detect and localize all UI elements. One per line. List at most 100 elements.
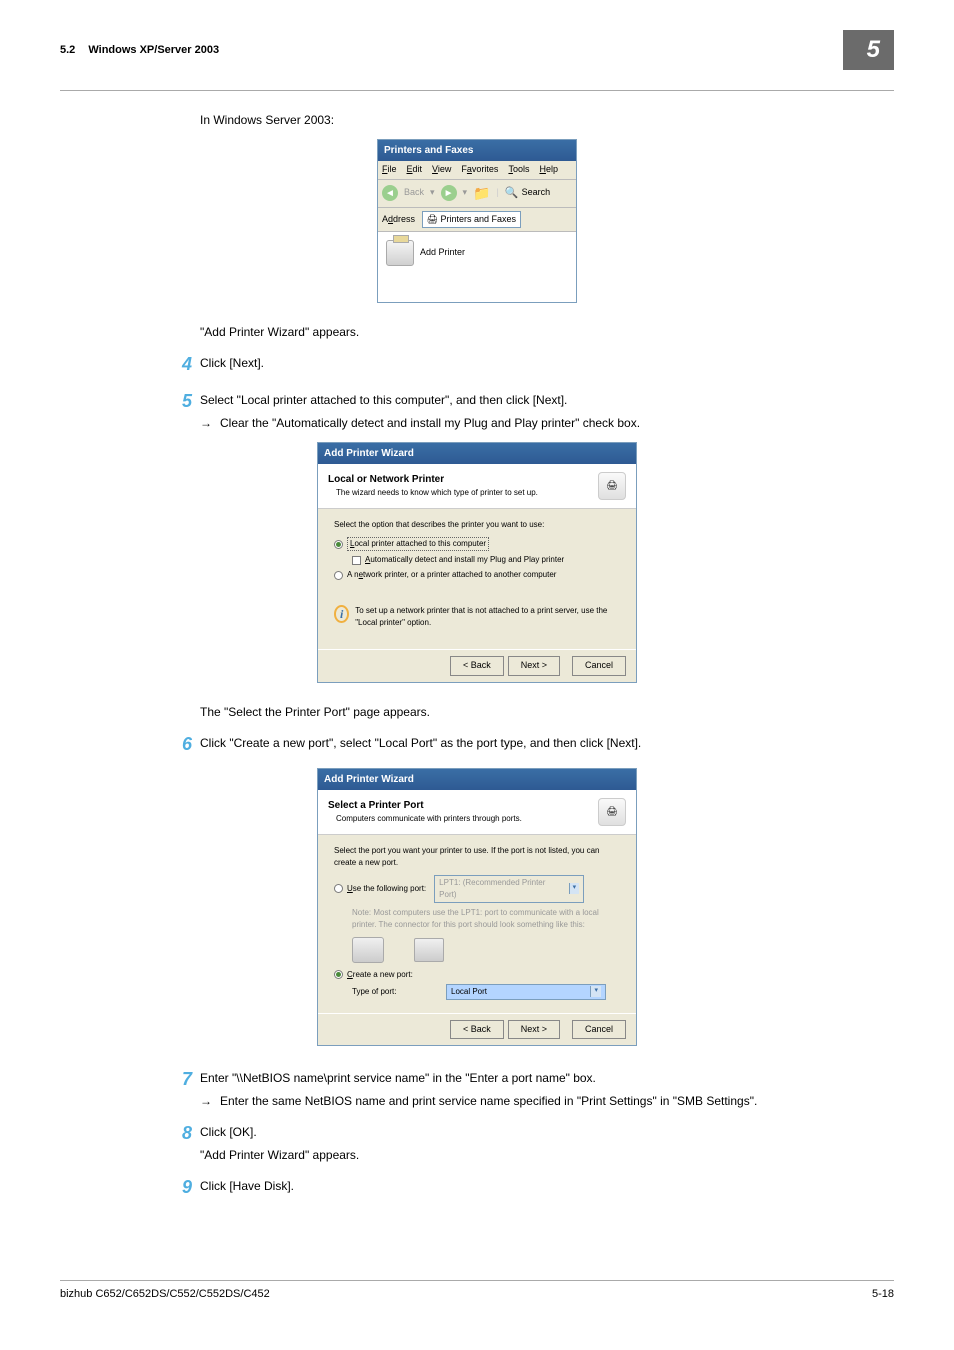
address-label: Address xyxy=(382,214,415,224)
page-header: 5.2 Windows XP/Server 2003 5 xyxy=(60,30,894,70)
wizard-head-title: Local or Network Printer xyxy=(328,472,538,487)
add-printer-item[interactable]: Add Printer xyxy=(386,240,568,266)
footer-model: bizhub C652/C652DS/C552/C552DS/C452 xyxy=(60,1286,270,1303)
menu-tools[interactable]: Tools xyxy=(508,163,529,177)
printer-wizard-icon: 🖨 xyxy=(598,472,626,500)
radio-icon xyxy=(334,884,343,893)
wizard-header: Local or Network Printer The wizard need… xyxy=(318,464,636,509)
next-button[interactable]: Next > xyxy=(508,656,560,676)
footer-page: 5-18 xyxy=(872,1286,894,1303)
search-button[interactable]: 🔍 Search xyxy=(505,185,550,202)
next-button[interactable]: Next > xyxy=(508,1020,560,1040)
port-select-disabled: LPT1: (Recommended Printer Port)▾ xyxy=(434,875,584,903)
menu-edit[interactable]: Edit xyxy=(407,163,423,177)
wizard-footer: < Back Next > Cancel xyxy=(318,649,636,682)
wizard-head-sub: The wizard needs to know which type of p… xyxy=(336,487,538,499)
search-icon: 🔍 xyxy=(505,185,519,202)
section-header: 5.2 Windows XP/Server 2003 xyxy=(60,42,219,59)
figure-wizard-select-port: Add Printer Wizard Select a Printer Port… xyxy=(60,768,894,1047)
radio-create-new-port[interactable]: Create a new port: xyxy=(334,969,620,981)
step-number: 6 xyxy=(170,731,200,758)
wizard-dialog: Add Printer Wizard Local or Network Prin… xyxy=(317,442,637,683)
checkbox-auto-detect[interactable]: Automatically detect and install my Plug… xyxy=(352,554,620,566)
figure-printers-faxes: Printers and Faxes File Edit View Favori… xyxy=(60,139,894,303)
wizard-prompt: Select the port you want your printer to… xyxy=(334,845,620,869)
wizard-dialog: Add Printer Wizard Select a Printer Port… xyxy=(317,768,637,1047)
step-number: 7 xyxy=(170,1066,200,1110)
menu-favorites[interactable]: Favorites xyxy=(461,163,498,177)
checkbox-label: Automatically detect and install my Plug… xyxy=(365,554,564,566)
figure-wizard-local-network: Add Printer Wizard Local or Network Prin… xyxy=(60,442,894,683)
wizard-head-title: Select a Printer Port xyxy=(328,798,522,813)
sub-text: Enter the same NetBIOS name and print se… xyxy=(220,1092,757,1110)
info-text: To set up a network printer that is not … xyxy=(355,605,620,629)
wizard-header: Select a Printer Port Computers communic… xyxy=(318,790,636,835)
separator: ▾ xyxy=(463,186,468,200)
caption-select-port: The "Select the Printer Port" page appea… xyxy=(200,703,894,721)
step-body: Click [Have Disk]. xyxy=(200,1174,894,1201)
address-field[interactable]: 🖨 Printers and Faxes xyxy=(422,211,521,229)
window-title: Printers and Faxes xyxy=(378,140,576,161)
step-body: Enter "\\NetBIOS name\print service name… xyxy=(200,1066,894,1110)
back-button[interactable]: < Back xyxy=(450,1020,504,1040)
step-7: 7 Enter "\\NetBIOS name\print service na… xyxy=(60,1066,894,1110)
printer-icon xyxy=(386,240,414,266)
radio-label: Create a new port: xyxy=(347,969,413,981)
printer-wizard-icon: 🖨 xyxy=(598,798,626,826)
up-folder-icon[interactable]: 📁 xyxy=(473,183,490,204)
sub-bullet: → Enter the same NetBIOS name and print … xyxy=(200,1092,894,1110)
wizard-info: i To set up a network printer that is no… xyxy=(334,605,620,629)
step-number: 9 xyxy=(170,1174,200,1201)
menu-file[interactable]: File xyxy=(382,163,397,177)
menu-help[interactable]: Help xyxy=(539,163,558,177)
arrow-icon: → xyxy=(200,414,212,432)
step-body: Click [OK]. "Add Printer Wizard" appears… xyxy=(200,1120,894,1164)
wizard-titlebar: Add Printer Wizard xyxy=(318,769,636,790)
radio-local-printer[interactable]: Local printer attached to this computer xyxy=(334,537,620,551)
sub-text: Clear the "Automatically detect and inst… xyxy=(220,414,640,432)
radio-network-printer[interactable]: A network printer, or a printer attached… xyxy=(334,569,620,581)
sub-bullet: → Clear the "Automatically detect and in… xyxy=(200,414,894,432)
section-number: 5.2 xyxy=(60,44,75,56)
wizard-body: Select the port you want your printer to… xyxy=(318,835,636,1013)
separator: | xyxy=(497,186,499,200)
back-button[interactable]: < Back xyxy=(450,656,504,676)
step-9: 9 Click [Have Disk]. xyxy=(60,1174,894,1201)
radio-icon xyxy=(334,540,343,549)
caption-wizard-appears: "Add Printer Wizard" appears. xyxy=(200,323,894,341)
address-bar: Address 🖨 Printers and Faxes xyxy=(378,208,576,233)
wizard-head-sub: Computers communicate with printers thro… xyxy=(336,813,522,825)
back-label: Back xyxy=(404,186,424,200)
add-printer-label: Add Printer xyxy=(420,246,465,260)
wizard-titlebar: Add Printer Wizard xyxy=(318,443,636,464)
divider xyxy=(60,90,894,91)
step-text: Click [OK]. xyxy=(200,1123,894,1141)
checkbox-icon xyxy=(352,556,361,565)
arrow-icon: → xyxy=(200,1092,212,1110)
connector-diagram xyxy=(352,937,620,963)
menu-view[interactable]: View xyxy=(432,163,451,177)
menu-bar: File Edit View Favorites Tools Help xyxy=(378,161,576,180)
toolbar: ◄ Back ▾ ► ▾ 📁 | 🔍 Search xyxy=(378,180,576,208)
wizard-footer: < Back Next > Cancel xyxy=(318,1013,636,1046)
radio-icon xyxy=(334,970,343,979)
radio-label: Use the following port: xyxy=(347,883,426,895)
radio-use-following-port[interactable]: Use the following port: LPT1: (Recommend… xyxy=(334,875,620,903)
step-text: Select "Local printer attached to this c… xyxy=(200,391,894,409)
step-5: 5 Select "Local printer attached to this… xyxy=(60,388,894,432)
port-type-row: Type of port: Local Port▾ xyxy=(352,984,620,1000)
cancel-button[interactable]: Cancel xyxy=(572,1020,626,1040)
chevron-down-icon: ▾ xyxy=(569,883,580,894)
step-after: "Add Printer Wizard" appears. xyxy=(200,1146,894,1164)
step-body: Click "Create a new port", select "Local… xyxy=(200,731,894,758)
step-number: 5 xyxy=(170,388,200,432)
port-type-select[interactable]: Local Port▾ xyxy=(446,984,606,1000)
step-body: Select "Local printer attached to this c… xyxy=(200,388,894,432)
type-label: Type of port: xyxy=(352,986,442,998)
radio-label: Local printer attached to this computer xyxy=(347,537,489,551)
search-label: Search xyxy=(522,186,551,200)
back-icon[interactable]: ◄ xyxy=(382,185,398,201)
cancel-button[interactable]: Cancel xyxy=(572,656,626,676)
window-body: Add Printer xyxy=(378,232,576,302)
forward-icon[interactable]: ► xyxy=(441,185,457,201)
